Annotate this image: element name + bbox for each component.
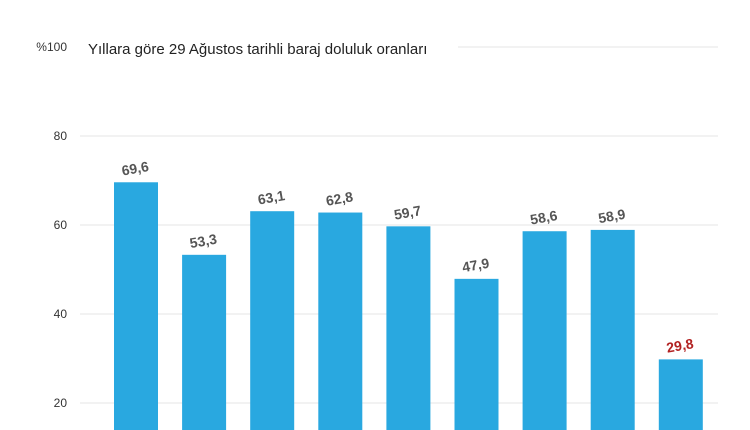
bar-value-label: 69,6 xyxy=(120,158,150,179)
bar-value-label: 59,7 xyxy=(393,202,423,223)
value-labels: 69,6 53,3 63,1 62,8 59,7 47,9 58,6 58,9 29,8 xyxy=(120,158,695,356)
bar-value-label: 53,3 xyxy=(188,231,218,252)
bar-value-label: 58,6 xyxy=(529,207,559,228)
bar-value-label: 63,1 xyxy=(257,187,287,208)
bar xyxy=(454,278,499,430)
y-tick-label: 60 xyxy=(54,218,68,232)
y-axis-ticks: 20 40 60 80 %100 xyxy=(36,40,67,410)
y-tick-label: 40 xyxy=(54,307,68,321)
bar xyxy=(658,359,703,430)
y-tick-label: 20 xyxy=(54,396,68,410)
bar xyxy=(522,231,567,430)
y-tick-label: %100 xyxy=(36,40,67,54)
y-tick-label: 80 xyxy=(54,129,68,143)
bar xyxy=(250,211,295,430)
bar xyxy=(182,254,227,430)
bar-value-label: 47,9 xyxy=(461,255,491,276)
chart-title: Yıllara göre 29 Ağustos tarihli baraj do… xyxy=(88,41,427,58)
bars xyxy=(114,182,703,430)
bar xyxy=(386,226,431,430)
bar xyxy=(114,182,158,430)
bar-value-label: 29,8 xyxy=(665,335,695,356)
bar xyxy=(318,212,363,430)
bar xyxy=(590,229,635,430)
bar-value-label: 62,8 xyxy=(325,188,355,209)
bar-value-label: 58,9 xyxy=(597,206,627,227)
